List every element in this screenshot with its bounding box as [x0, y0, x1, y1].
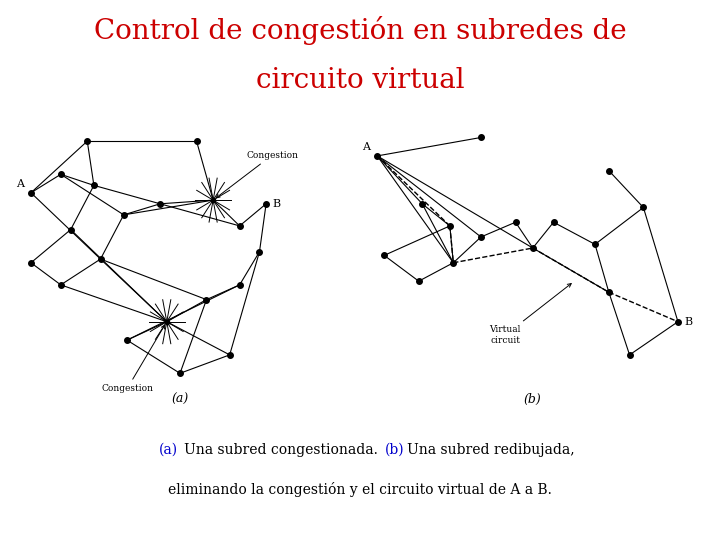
Text: Virtual
circuit: Virtual circuit [490, 284, 571, 345]
Text: (a): (a) [171, 393, 189, 406]
Text: A: A [17, 179, 24, 189]
Text: A: A [362, 142, 370, 152]
Text: Una subred congestionada.: Una subred congestionada. [184, 443, 384, 457]
Text: Congestion: Congestion [101, 325, 165, 393]
Text: Congestion: Congestion [216, 151, 298, 198]
Text: (a): (a) [158, 443, 178, 457]
Text: Una subred redibujada,: Una subred redibujada, [407, 443, 575, 457]
Text: B: B [685, 317, 693, 327]
Text: B: B [273, 199, 281, 209]
Text: (b): (b) [385, 443, 405, 457]
Text: (b): (b) [524, 393, 541, 406]
Text: eliminando la congestión y el circuito virtual de A a B.: eliminando la congestión y el circuito v… [168, 482, 552, 497]
Text: Control de congestión en subredes de: Control de congestión en subredes de [94, 16, 626, 45]
Text: circuito virtual: circuito virtual [256, 68, 464, 94]
